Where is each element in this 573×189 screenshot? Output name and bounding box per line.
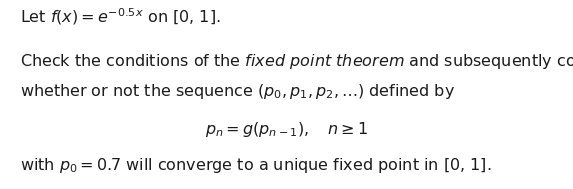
Text: with $p_0 = 0.7$ will converge to a unique fixed point in [0, 1].: with $p_0 = 0.7$ will converge to a uniq… xyxy=(20,156,492,175)
Text: Check the conditions of the $\it{fixed\ point\ theorem}$ and subsequently conclu: Check the conditions of the $\it{fixed\ … xyxy=(20,52,573,71)
Text: Let $f(x) = e^{-0.5x}$ on [0, 1].: Let $f(x) = e^{-0.5x}$ on [0, 1]. xyxy=(20,6,221,27)
Text: $p_n = g(p_{n-1}), \quad n \geq 1$: $p_n = g(p_{n-1}), \quad n \geq 1$ xyxy=(205,120,368,139)
Text: whether or not the sequence $(p_0, p_1, p_2,\ldots)$ defined by: whether or not the sequence $(p_0, p_1, … xyxy=(20,82,455,101)
